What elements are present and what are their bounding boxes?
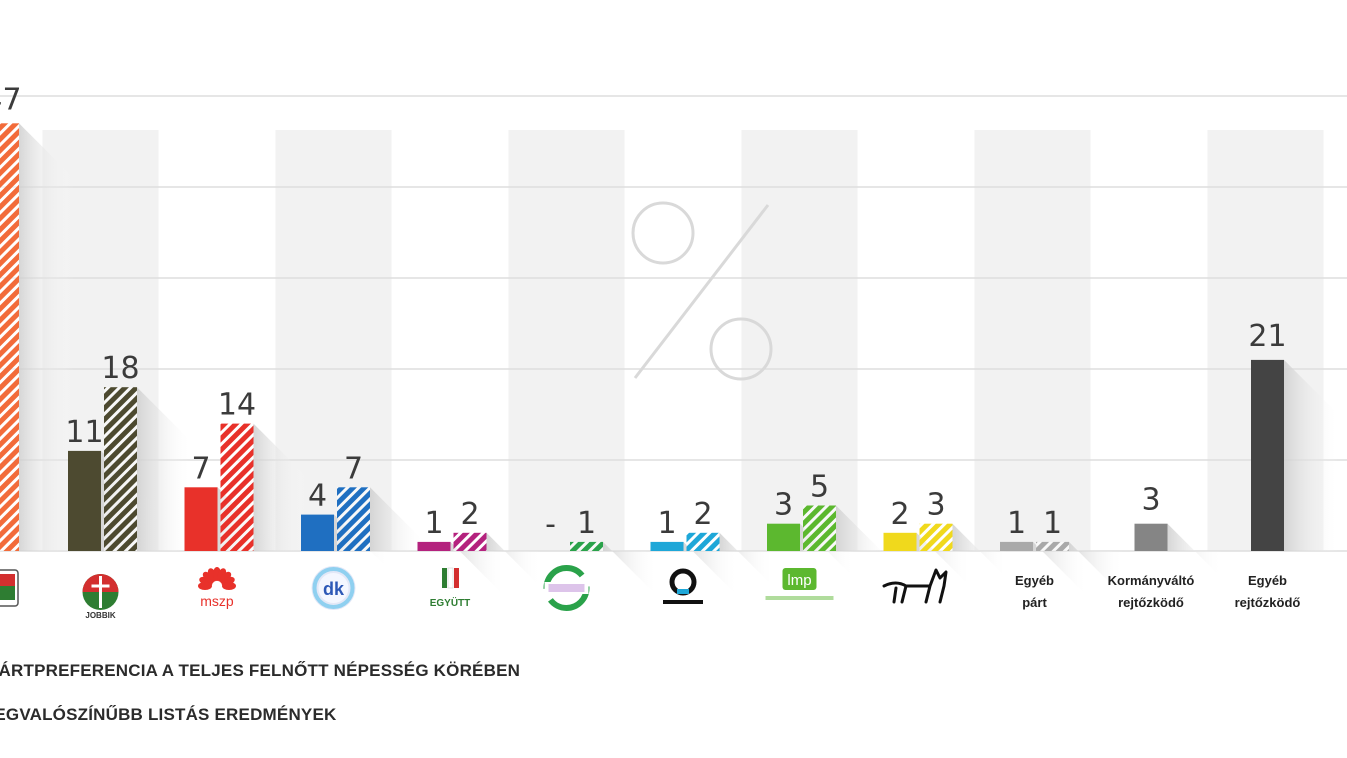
value-label-egyutt-list: 2 [460,497,479,532]
bar-egyutt-preference [417,541,451,551]
legend-label-preference: PÁRTPREFERENCIA A TELJES FELNŐTT NÉPESSÉ… [0,661,521,680]
bar-fidesz [0,123,19,552]
bar-shadow [836,505,891,561]
svg-text:mszp: mszp [200,593,234,609]
value-label-liberalisok-preference: 1 [657,506,676,541]
legend-entry-preference: PÁRTPREFERENCIA A TELJES FELNŐTT NÉPESSÉ… [0,661,520,681]
legend-label-list-result: A LEGVALÓSZÍNŰBB LISTÁS EREDMÉNYEK [0,705,337,724]
liberalisok-logo-icon [663,568,703,604]
value-label-dk-preference: 4 [308,479,327,514]
value-label-egyeb_part-preference: 1 [1007,506,1026,541]
bar-jobbik-preference [68,450,101,551]
lmp-logo-icon: lmp [765,568,834,600]
bar-mszp-preference [184,487,218,551]
bar-shadow [719,532,775,588]
svg-text:EGYÜTT: EGYÜTT [430,596,471,609]
value-label-mkkp-list: 3 [926,488,945,523]
bar-shadow [370,487,425,551]
category-label-kormanyvalto: Kormányváltó rejtőzködő [1108,573,1195,610]
column-band [974,130,1091,551]
value-label-mkkp-preference: 2 [890,497,909,532]
bar-mkkp-list [919,523,953,551]
value-label-mszp-list: 14 [218,388,256,423]
mszp-logo-icon: mszp [198,567,236,609]
svg-text:rejtőzködő: rejtőzködő [1118,595,1184,610]
bar-lmp-preference [767,523,800,551]
value-label-mszp-preference: 7 [191,451,210,486]
value-label-egyeb_rejtozkodo: 21 [1248,319,1286,354]
fidesz-logo-icon [0,569,19,607]
svg-text:JOBBIK: JOBBIK [85,611,115,620]
legend-entry-list-result: A LEGVALÓSZÍNŰBB LISTÁS EREDMÉNYEK [0,705,337,725]
bar-liberalisok-preference [650,541,684,551]
bar-jobbik-list [104,387,137,551]
dk-logo-icon: dk [311,566,356,610]
bar-shadow [1069,541,1124,597]
svg-text:rejtőzködő: rejtőzködő [1235,595,1301,610]
bar-shadow [253,423,309,551]
svg-text:Kormányváltó: Kormányváltó [1108,573,1195,588]
dog-logo-icon [882,568,948,604]
svg-text:Egyéb: Egyéb [1248,573,1287,588]
svg-text:Egyéb: Egyéb [1015,573,1054,588]
bar-parbeszed-list [570,541,603,551]
bar-shadow [137,387,192,551]
value-label-parbeszed-preference: - [545,507,556,542]
bar-shadow [450,541,506,597]
bar-shadow [1167,523,1223,579]
bar-shadow [486,532,542,588]
bar-shadow [683,541,739,597]
bar-kormanyvalto [1134,523,1168,551]
category-label-egyeb_part: Egyéb párt [1015,573,1054,610]
value-label-egyeb_part-list: 1 [1043,506,1062,541]
column-band [741,130,858,551]
egyutt-logo-icon: EGYÜTT [430,567,471,609]
column-band [508,130,625,551]
bar-shadow [952,523,1008,579]
parbeszed-logo-icon [543,565,590,611]
bar-dk-list [337,487,370,551]
column-bands [42,130,1324,551]
bar-mszp-list [220,423,254,551]
bar-shadow [1033,541,1088,597]
bar-egyutt-list [453,532,487,551]
svg-text:lmp: lmp [787,572,811,589]
value-label-egyutt-preference: 1 [424,506,443,541]
percent-watermark-icon [631,201,773,381]
svg-text:párt: párt [1022,595,1047,610]
value-label-lmp-list: 5 [810,470,829,505]
bar-mkkp-preference [883,532,917,551]
value-label-kormanyvalto: 3 [1141,483,1160,518]
bar-egyeb_part-preference [1000,541,1033,551]
value-label-parbeszed-list: 1 [577,506,596,541]
value-label-jobbik-list: 18 [101,351,139,386]
party-logos: JOBBIK mszp dk EGYÜTT lmp Egyéb párt Kormányvál… [0,565,1301,620]
bar-shadow [603,541,658,597]
value-label-fidesz: 47 [0,82,22,117]
value-label-jobbik-preference: 11 [65,415,103,450]
bar-shadow [1284,359,1339,551]
value-label-lmp-preference: 3 [774,488,793,523]
svg-text:dk: dk [323,579,345,599]
bar-egyeb_rejtozkodo [1251,359,1284,551]
jobbik-logo-icon: JOBBIK [82,574,119,620]
bar-egyeb_part-list [1036,541,1069,551]
bars [0,123,1339,597]
category-label-egyeb_rejtozkodo: Egyéb rejtőzködő [1235,573,1301,610]
bar-dk-preference [301,514,334,551]
value-label-dk-list: 7 [344,451,363,486]
bar-liberalisok-list [686,532,720,551]
bar-shadow [19,123,74,552]
value-label-liberalisok-list: 2 [693,497,712,532]
bar-lmp-list [803,505,836,551]
